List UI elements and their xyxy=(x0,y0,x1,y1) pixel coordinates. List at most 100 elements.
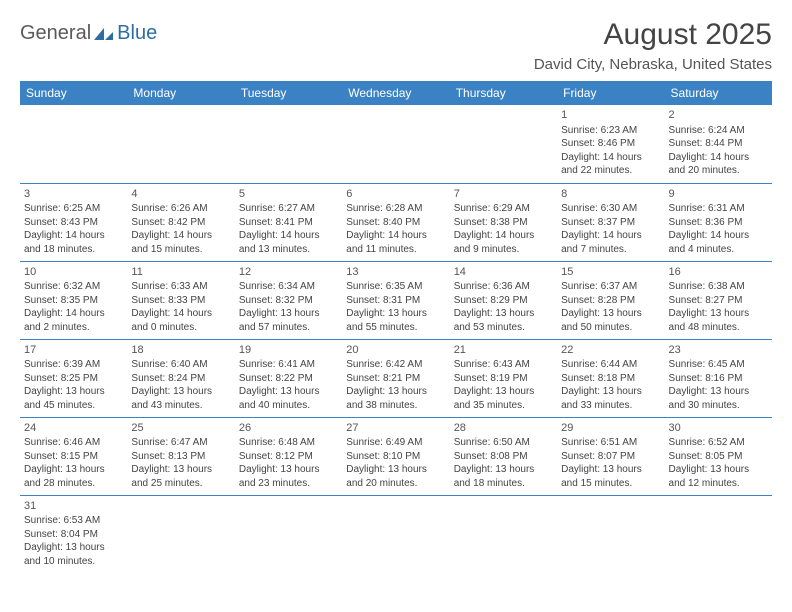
day-number: 28 xyxy=(454,421,553,436)
daylight-text: Daylight: 13 hours and 38 minutes. xyxy=(346,385,445,412)
sunrise-text: Sunrise: 6:26 AM xyxy=(131,202,230,216)
sunset-text: Sunset: 8:33 PM xyxy=(131,294,230,308)
calendar-day-cell: 8Sunrise: 6:30 AMSunset: 8:37 PMDaylight… xyxy=(557,183,664,261)
weekday-header: Monday xyxy=(127,81,234,105)
day-number: 11 xyxy=(131,265,230,280)
sunrise-text: Sunrise: 6:39 AM xyxy=(24,358,123,372)
day-number: 15 xyxy=(561,265,660,280)
calendar-week-row: 3Sunrise: 6:25 AMSunset: 8:43 PMDaylight… xyxy=(20,183,772,261)
day-number: 23 xyxy=(669,343,768,358)
daylight-text: Daylight: 13 hours and 35 minutes. xyxy=(454,385,553,412)
sunrise-text: Sunrise: 6:42 AM xyxy=(346,358,445,372)
day-number: 27 xyxy=(346,421,445,436)
calendar-day-cell: 9Sunrise: 6:31 AMSunset: 8:36 PMDaylight… xyxy=(665,183,772,261)
day-number: 21 xyxy=(454,343,553,358)
day-number: 4 xyxy=(131,187,230,202)
calendar-day-cell: 29Sunrise: 6:51 AMSunset: 8:07 PMDayligh… xyxy=(557,417,664,495)
daylight-text: Daylight: 13 hours and 30 minutes. xyxy=(669,385,768,412)
weekday-header: Tuesday xyxy=(235,81,342,105)
daylight-text: Daylight: 14 hours and 22 minutes. xyxy=(561,151,660,178)
calendar-day-cell: 12Sunrise: 6:34 AMSunset: 8:32 PMDayligh… xyxy=(235,261,342,339)
calendar-empty-cell xyxy=(450,495,557,577)
daylight-text: Daylight: 14 hours and 13 minutes. xyxy=(239,229,338,256)
sunrise-text: Sunrise: 6:51 AM xyxy=(561,436,660,450)
day-number: 13 xyxy=(346,265,445,280)
sunset-text: Sunset: 8:40 PM xyxy=(346,216,445,230)
day-number: 26 xyxy=(239,421,338,436)
weekday-header-row: SundayMondayTuesdayWednesdayThursdayFrid… xyxy=(20,81,772,105)
weekday-header: Saturday xyxy=(665,81,772,105)
calendar-empty-cell xyxy=(235,495,342,577)
calendar-table: SundayMondayTuesdayWednesdayThursdayFrid… xyxy=(20,81,772,577)
sunset-text: Sunset: 8:12 PM xyxy=(239,450,338,464)
sunset-text: Sunset: 8:28 PM xyxy=(561,294,660,308)
sunset-text: Sunset: 8:21 PM xyxy=(346,372,445,386)
calendar-day-cell: 16Sunrise: 6:38 AMSunset: 8:27 PMDayligh… xyxy=(665,261,772,339)
sunset-text: Sunset: 8:04 PM xyxy=(24,528,123,542)
sunset-text: Sunset: 8:19 PM xyxy=(454,372,553,386)
calendar-day-cell: 24Sunrise: 6:46 AMSunset: 8:15 PMDayligh… xyxy=(20,417,127,495)
page-title: August 2025 xyxy=(534,18,772,52)
day-number: 29 xyxy=(561,421,660,436)
day-number: 9 xyxy=(669,187,768,202)
day-number: 6 xyxy=(346,187,445,202)
sunset-text: Sunset: 8:10 PM xyxy=(346,450,445,464)
sunrise-text: Sunrise: 6:41 AM xyxy=(239,358,338,372)
sunset-text: Sunset: 8:37 PM xyxy=(561,216,660,230)
calendar-week-row: 10Sunrise: 6:32 AMSunset: 8:35 PMDayligh… xyxy=(20,261,772,339)
daylight-text: Daylight: 13 hours and 33 minutes. xyxy=(561,385,660,412)
logo: General Blue xyxy=(20,22,157,45)
sunrise-text: Sunrise: 6:48 AM xyxy=(239,436,338,450)
day-number: 1 xyxy=(561,108,660,123)
sunset-text: Sunset: 8:13 PM xyxy=(131,450,230,464)
calendar-day-cell: 10Sunrise: 6:32 AMSunset: 8:35 PMDayligh… xyxy=(20,261,127,339)
calendar-empty-cell xyxy=(127,495,234,577)
daylight-text: Daylight: 14 hours and 15 minutes. xyxy=(131,229,230,256)
calendar-empty-cell xyxy=(665,495,772,577)
calendar-empty-cell xyxy=(450,105,557,183)
daylight-text: Daylight: 13 hours and 55 minutes. xyxy=(346,307,445,334)
calendar-day-cell: 4Sunrise: 6:26 AMSunset: 8:42 PMDaylight… xyxy=(127,183,234,261)
weekday-header: Wednesday xyxy=(342,81,449,105)
calendar-day-cell: 20Sunrise: 6:42 AMSunset: 8:21 PMDayligh… xyxy=(342,339,449,417)
sunrise-text: Sunrise: 6:28 AM xyxy=(346,202,445,216)
calendar-day-cell: 1Sunrise: 6:23 AMSunset: 8:46 PMDaylight… xyxy=(557,105,664,183)
sunrise-text: Sunrise: 6:29 AM xyxy=(454,202,553,216)
daylight-text: Daylight: 13 hours and 28 minutes. xyxy=(24,463,123,490)
header: General Blue August 2025 David City, Neb… xyxy=(20,18,772,73)
sunrise-text: Sunrise: 6:38 AM xyxy=(669,280,768,294)
daylight-text: Daylight: 13 hours and 45 minutes. xyxy=(24,385,123,412)
calendar-day-cell: 23Sunrise: 6:45 AMSunset: 8:16 PMDayligh… xyxy=(665,339,772,417)
daylight-text: Daylight: 14 hours and 20 minutes. xyxy=(669,151,768,178)
day-number: 16 xyxy=(669,265,768,280)
calendar-week-row: 17Sunrise: 6:39 AMSunset: 8:25 PMDayligh… xyxy=(20,339,772,417)
sunrise-text: Sunrise: 6:30 AM xyxy=(561,202,660,216)
sunset-text: Sunset: 8:43 PM xyxy=(24,216,123,230)
sunrise-text: Sunrise: 6:47 AM xyxy=(131,436,230,450)
day-number: 5 xyxy=(239,187,338,202)
sunrise-text: Sunrise: 6:45 AM xyxy=(669,358,768,372)
calendar-day-cell: 14Sunrise: 6:36 AMSunset: 8:29 PMDayligh… xyxy=(450,261,557,339)
calendar-day-cell: 26Sunrise: 6:48 AMSunset: 8:12 PMDayligh… xyxy=(235,417,342,495)
sunset-text: Sunset: 8:44 PM xyxy=(669,137,768,151)
daylight-text: Daylight: 13 hours and 48 minutes. xyxy=(669,307,768,334)
calendar-empty-cell xyxy=(342,495,449,577)
calendar-empty-cell xyxy=(235,105,342,183)
day-number: 18 xyxy=(131,343,230,358)
day-number: 19 xyxy=(239,343,338,358)
sunset-text: Sunset: 8:36 PM xyxy=(669,216,768,230)
daylight-text: Daylight: 13 hours and 50 minutes. xyxy=(561,307,660,334)
day-number: 8 xyxy=(561,187,660,202)
sunrise-text: Sunrise: 6:32 AM xyxy=(24,280,123,294)
day-number: 10 xyxy=(24,265,123,280)
day-number: 22 xyxy=(561,343,660,358)
day-number: 20 xyxy=(346,343,445,358)
weekday-header: Friday xyxy=(557,81,664,105)
calendar-day-cell: 2Sunrise: 6:24 AMSunset: 8:44 PMDaylight… xyxy=(665,105,772,183)
day-number: 7 xyxy=(454,187,553,202)
sunrise-text: Sunrise: 6:23 AM xyxy=(561,124,660,138)
calendar-day-cell: 22Sunrise: 6:44 AMSunset: 8:18 PMDayligh… xyxy=(557,339,664,417)
daylight-text: Daylight: 13 hours and 53 minutes. xyxy=(454,307,553,334)
sunrise-text: Sunrise: 6:49 AM xyxy=(346,436,445,450)
daylight-text: Daylight: 14 hours and 18 minutes. xyxy=(24,229,123,256)
